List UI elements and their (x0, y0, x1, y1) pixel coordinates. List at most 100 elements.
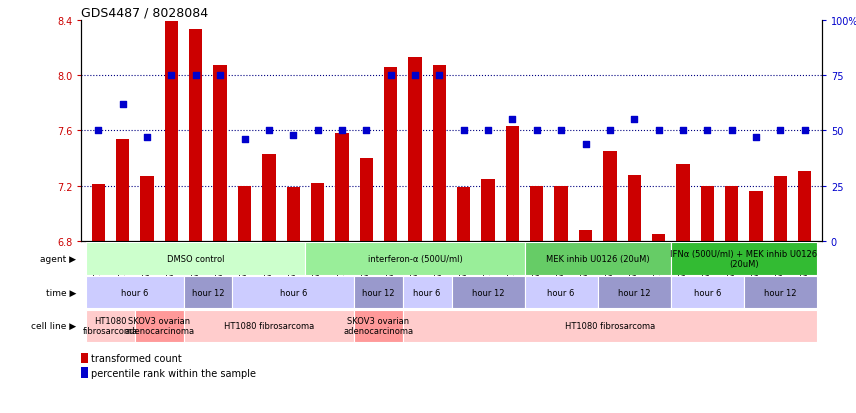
Text: hour 12: hour 12 (764, 288, 797, 297)
Bar (81, 353, 88, 363)
Text: interferon-α (500U/ml): interferon-α (500U/ml) (367, 254, 462, 263)
Point (164, 73, 178, 79)
Text: cell line ▶: cell line ▶ (32, 321, 76, 330)
Point (603, 128, 616, 135)
Text: DMSO control: DMSO control (167, 254, 224, 263)
Text: hour 12: hour 12 (192, 288, 224, 297)
Point (432, 73, 446, 79)
Bar (452, 276, 525, 309)
Bar (481, 180, 495, 242)
Bar (213, 66, 227, 242)
Point (335, 128, 348, 135)
Text: agent ▶: agent ▶ (40, 254, 76, 263)
Text: hour 6: hour 6 (693, 288, 721, 297)
Bar (432, 66, 446, 242)
Text: hour 12: hour 12 (362, 288, 395, 297)
Bar (700, 186, 714, 242)
Point (676, 128, 690, 135)
Bar (403, 276, 452, 309)
Bar (652, 235, 665, 242)
Bar (262, 154, 276, 242)
Bar (798, 171, 811, 242)
Bar (671, 243, 817, 275)
Bar (135, 310, 184, 342)
Point (530, 128, 544, 135)
Bar (774, 177, 787, 242)
Point (140, 135, 154, 141)
Bar (184, 310, 354, 342)
Bar (579, 230, 592, 242)
Point (213, 73, 227, 79)
Point (481, 128, 495, 135)
Point (700, 128, 714, 135)
Bar (360, 159, 373, 242)
Bar (676, 164, 690, 242)
Bar (287, 188, 300, 242)
Bar (354, 310, 403, 342)
Bar (354, 276, 403, 309)
Point (798, 128, 811, 135)
Point (383, 73, 397, 79)
Text: HT1080 fibrosarcoma: HT1080 fibrosarcoma (565, 321, 655, 330)
Bar (306, 243, 525, 275)
Bar (238, 186, 251, 242)
Text: hour 6: hour 6 (280, 288, 307, 297)
Bar (384, 68, 397, 242)
Bar (311, 184, 324, 242)
Bar (86, 310, 135, 342)
Text: SKOV3 ovarian
adenocarcinoma: SKOV3 ovarian adenocarcinoma (343, 316, 413, 335)
Point (457, 128, 471, 135)
Bar (86, 276, 184, 309)
Bar (525, 276, 597, 309)
Point (287, 132, 300, 139)
Point (408, 73, 422, 79)
Text: GDS4487 / 8028084: GDS4487 / 8028084 (81, 7, 209, 19)
Text: hour 6: hour 6 (122, 288, 149, 297)
Bar (232, 276, 354, 309)
Bar (555, 186, 568, 242)
Bar (744, 276, 817, 309)
Bar (671, 276, 744, 309)
Point (92, 128, 105, 135)
Text: transformed count: transformed count (91, 354, 181, 363)
Point (555, 128, 568, 135)
Point (238, 137, 252, 143)
Point (506, 117, 520, 123)
Bar (184, 276, 232, 309)
Bar (457, 188, 471, 242)
Text: hour 12: hour 12 (618, 288, 651, 297)
Bar (530, 186, 544, 242)
Bar (725, 186, 739, 242)
Text: percentile rank within the sample: percentile rank within the sample (91, 368, 256, 378)
Bar (92, 185, 105, 242)
Point (627, 117, 641, 123)
Bar (525, 243, 671, 275)
Bar (408, 58, 422, 242)
Bar (403, 310, 817, 342)
Text: time ▶: time ▶ (46, 288, 76, 297)
Point (189, 73, 203, 79)
Text: MEK inhib U0126 (20uM): MEK inhib U0126 (20uM) (546, 254, 650, 263)
Bar (189, 30, 203, 242)
Text: HT1080
fibrosarcoma: HT1080 fibrosarcoma (83, 316, 138, 335)
Point (651, 128, 665, 135)
Text: SKOV3 ovarian
adenocarcinoma: SKOV3 ovarian adenocarcinoma (124, 316, 194, 335)
Point (116, 101, 129, 108)
Text: HT1080 fibrosarcoma: HT1080 fibrosarcoma (223, 321, 314, 330)
Bar (164, 22, 178, 242)
Text: hour 6: hour 6 (413, 288, 441, 297)
Point (725, 128, 739, 135)
Point (579, 141, 592, 148)
Text: IFNα (500U/ml) + MEK inhib U0126
(20uM): IFNα (500U/ml) + MEK inhib U0126 (20uM) (670, 249, 817, 268)
Bar (140, 177, 154, 242)
Bar (749, 192, 763, 242)
Bar (597, 276, 671, 309)
Point (774, 128, 788, 135)
Point (262, 128, 276, 135)
Text: hour 12: hour 12 (472, 288, 504, 297)
Bar (81, 368, 88, 378)
Bar (116, 140, 129, 242)
Bar (627, 175, 641, 242)
Point (360, 128, 373, 135)
Text: hour 6: hour 6 (548, 288, 575, 297)
